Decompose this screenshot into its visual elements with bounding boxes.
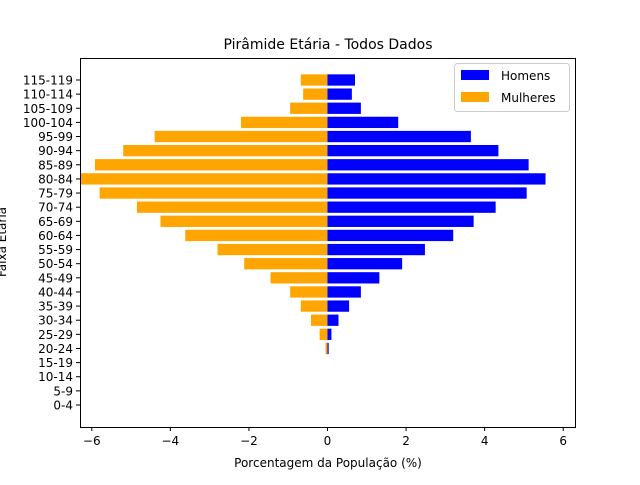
- bar-mulheres-55-59: [217, 243, 328, 256]
- bar-homens-30-34: [327, 314, 339, 326]
- y-tick-label: 80-84: [38, 172, 73, 186]
- bar-homens-45-49: [327, 272, 380, 284]
- bar-mulheres-65-69: [160, 215, 328, 227]
- bar-homens-50-54: [327, 258, 403, 270]
- legend-swatch-homens: [461, 70, 489, 80]
- bar-mulheres-20-24: [325, 342, 328, 355]
- x-tick-label: 2: [402, 434, 410, 448]
- x-tick-label: −2: [240, 434, 258, 448]
- bar-homens-75-79: [327, 187, 527, 199]
- y-tick-label: 55-59: [38, 243, 73, 257]
- bar-mulheres-75-79: [99, 187, 328, 199]
- bar-homens-90-94: [327, 145, 499, 157]
- bar-homens-60-64: [327, 229, 454, 242]
- bar-homens-95-99: [327, 130, 471, 143]
- x-tick-label: 4: [481, 434, 489, 448]
- y-tick-label: 45-49: [38, 271, 73, 285]
- x-tick-label: −6: [83, 434, 101, 448]
- y-tick-label: 15-19: [38, 356, 73, 370]
- y-tick-label: 65-69: [38, 215, 73, 229]
- x-axis-ticks: −6 −4 −2 0 2 4 6: [83, 427, 567, 448]
- legend: Homens Mulheres: [454, 63, 570, 112]
- bar-homens-80-84: [327, 173, 546, 185]
- bar-mulheres-25-29: [319, 328, 328, 340]
- chart-title: Pirâmide Etária - Todos Dados: [224, 37, 433, 53]
- bar-mulheres-105-109: [290, 102, 328, 114]
- bar-mulheres-50-54: [244, 258, 328, 270]
- bar-mulheres-110-114: [303, 88, 328, 100]
- y-tick-label: 110-114: [23, 88, 73, 102]
- y-tick-label: 85-89: [38, 158, 73, 172]
- bar-mulheres-70-74: [136, 201, 328, 213]
- legend-label-mulheres: Mulheres: [501, 91, 556, 105]
- bar-homens-25-29: [327, 328, 332, 340]
- bar-mulheres-80-84: [80, 173, 328, 185]
- x-tick-label: 6: [559, 434, 567, 448]
- y-tick-label: 5-9: [53, 384, 73, 398]
- x-tick-label: 0: [324, 434, 332, 448]
- legend-swatch-mulheres: [461, 92, 489, 102]
- legend-label-homens: Homens: [501, 69, 550, 83]
- bar-homens-105-109: [327, 102, 361, 114]
- bar-mulheres-90-94: [123, 145, 328, 157]
- x-tick-label: −4: [162, 434, 180, 448]
- bar-homens-55-59: [327, 243, 425, 256]
- bar-homens-70-74: [327, 201, 496, 213]
- bar-mulheres-35-39: [300, 300, 328, 312]
- bar-mulheres-115-119: [300, 74, 328, 86]
- bar-homens-65-69: [327, 215, 474, 227]
- bar-homens-35-39: [327, 300, 350, 312]
- y-tick-label: 115-119: [23, 74, 73, 88]
- y-axis-label: Faixa Etária: [0, 207, 9, 277]
- y-axis-ticks: 0-45-910-1415-1920-2425-2930-3435-3940-4…: [23, 74, 80, 413]
- bar-mulheres-95-99: [154, 130, 328, 143]
- bar-mulheres-45-49: [270, 272, 328, 284]
- male-bars: [327, 74, 546, 355]
- y-tick-label: 30-34: [38, 314, 73, 328]
- bar-homens-115-119: [327, 74, 355, 86]
- x-axis-label: Porcentagem da População (%): [234, 456, 422, 470]
- y-tick-label: 0-4: [53, 399, 73, 413]
- y-tick-label: 25-29: [38, 328, 73, 342]
- bar-homens-85-89: [327, 159, 529, 171]
- y-tick-label: 70-74: [38, 201, 73, 215]
- female-bars: [80, 74, 328, 355]
- bar-mulheres-60-64: [185, 229, 328, 242]
- y-tick-label: 35-39: [38, 300, 73, 314]
- y-tick-label: 10-14: [38, 370, 73, 384]
- y-tick-label: 50-54: [38, 257, 73, 271]
- bar-homens-40-44: [327, 286, 361, 298]
- bar-mulheres-85-89: [94, 159, 328, 171]
- bar-mulheres-30-34: [311, 314, 328, 326]
- y-tick-label: 75-79: [38, 187, 73, 201]
- bar-homens-20-24: [327, 342, 329, 355]
- y-tick-label: 100-104: [23, 116, 73, 130]
- y-tick-label: 20-24: [38, 342, 73, 356]
- y-tick-label: 90-94: [38, 144, 73, 158]
- bar-homens-100-104: [327, 116, 399, 129]
- bar-mulheres-40-44: [290, 286, 328, 298]
- y-tick-label: 105-109: [23, 102, 73, 116]
- y-tick-label: 60-64: [38, 229, 73, 243]
- y-tick-label: 95-99: [38, 130, 73, 144]
- y-tick-label: 40-44: [38, 285, 73, 299]
- bar-homens-110-114: [327, 88, 352, 100]
- bar-mulheres-100-104: [241, 116, 328, 129]
